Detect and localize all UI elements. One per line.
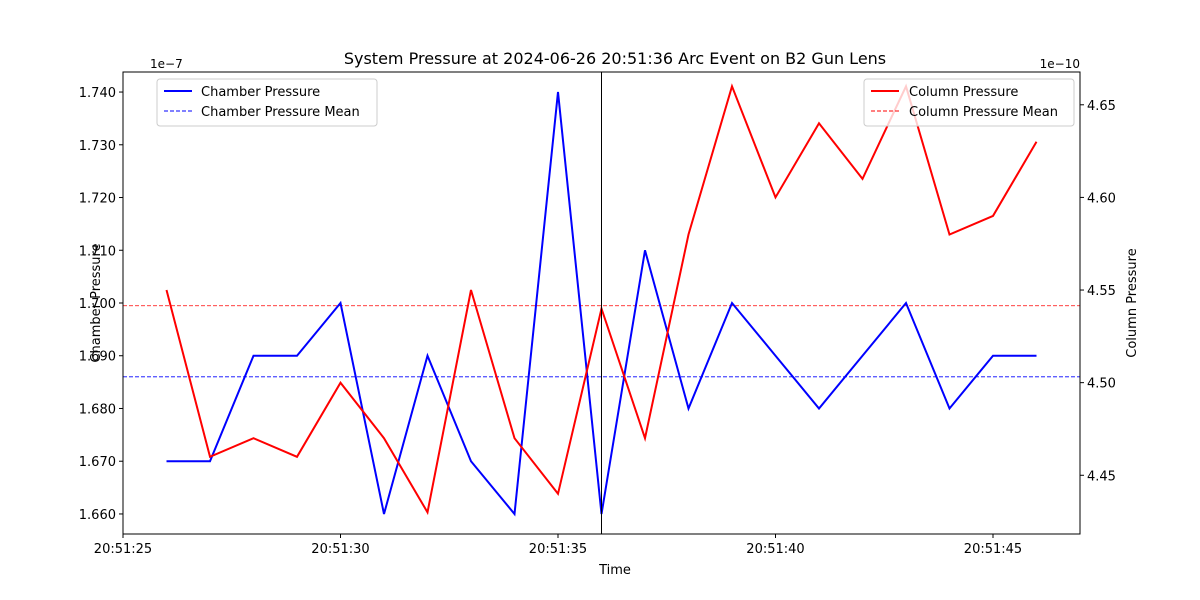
left-tick-label: 1.710 — [79, 244, 116, 259]
x-tick-label: 20:51:25 — [94, 542, 152, 557]
x-axis-label: Time — [598, 563, 631, 578]
legend-right: Column Pressure Column Pressure Mean — [863, 78, 1075, 127]
right-tick-label: 4.55 — [1087, 284, 1116, 299]
chart-title: System Pressure at 2024-06-26 20:51:36 A… — [344, 49, 886, 68]
legend-left: Chamber Pressure Chamber Pressure Mean — [156, 78, 378, 127]
left-tick-label: 1.660 — [79, 508, 116, 523]
left-tick-label: 1.680 — [79, 402, 116, 417]
y-axis-label-left: Chamber Pressure — [89, 243, 104, 362]
left-tick-label: 1.670 — [79, 455, 116, 470]
legend-label-column-mean: Column Pressure Mean — [909, 105, 1058, 120]
axes: 20:51:25 20:51:30 20:51:35 20:51:40 20:51:45… — [79, 86, 1116, 557]
left-offset-label: 1e−7 — [150, 57, 183, 71]
y-axis-label-right: Column Pressure — [1125, 248, 1140, 357]
left-tick-label: 1.740 — [79, 86, 116, 101]
left-tick-label: 1.720 — [79, 192, 116, 207]
right-tick-label: 4.60 — [1087, 191, 1116, 206]
left-tick-label: 1.730 — [79, 139, 116, 154]
right-tick-label: 4.65 — [1087, 99, 1116, 114]
right-tick-label: 4.45 — [1087, 469, 1116, 484]
legend-label-chamber-mean: Chamber Pressure Mean — [201, 105, 360, 120]
legend-label-chamber: Chamber Pressure — [201, 85, 320, 100]
left-tick-label: 1.700 — [79, 297, 116, 312]
x-tick-label: 20:51:45 — [964, 542, 1022, 557]
x-tick-label: 20:51:40 — [746, 542, 804, 557]
left-tick-label: 1.690 — [79, 350, 116, 365]
right-tick-label: 4.50 — [1087, 377, 1116, 392]
x-tick-label: 20:51:35 — [529, 542, 587, 557]
right-offset-label: 1e−10 — [1040, 57, 1080, 71]
legend-label-column: Column Pressure — [909, 85, 1018, 100]
x-tick-label: 20:51:30 — [311, 542, 369, 557]
